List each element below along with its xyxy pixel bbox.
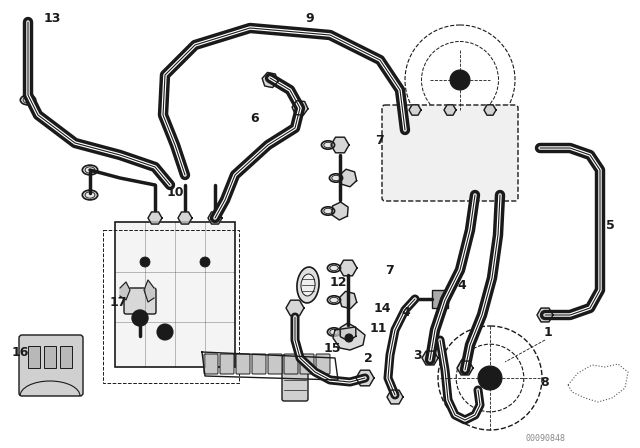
Circle shape <box>450 70 470 90</box>
Ellipse shape <box>330 297 338 303</box>
FancyBboxPatch shape <box>282 355 308 401</box>
FancyBboxPatch shape <box>19 335 83 396</box>
Polygon shape <box>340 323 356 341</box>
Ellipse shape <box>321 207 335 215</box>
Ellipse shape <box>328 328 340 336</box>
Polygon shape <box>387 390 403 404</box>
Ellipse shape <box>324 208 332 214</box>
FancyBboxPatch shape <box>236 354 250 374</box>
Polygon shape <box>484 105 496 115</box>
Ellipse shape <box>332 175 340 181</box>
Text: 8: 8 <box>541 375 549 388</box>
Bar <box>432 290 448 308</box>
Ellipse shape <box>330 329 338 335</box>
Polygon shape <box>339 169 356 187</box>
Polygon shape <box>148 212 162 224</box>
Text: 6: 6 <box>251 112 259 125</box>
Polygon shape <box>457 361 473 375</box>
Bar <box>115 222 235 367</box>
Ellipse shape <box>301 274 315 296</box>
Polygon shape <box>409 105 421 115</box>
Ellipse shape <box>85 167 95 173</box>
Ellipse shape <box>330 265 338 271</box>
FancyBboxPatch shape <box>382 105 518 201</box>
Circle shape <box>157 324 173 340</box>
Text: 7: 7 <box>376 134 385 146</box>
FancyBboxPatch shape <box>300 354 314 374</box>
FancyBboxPatch shape <box>220 354 234 374</box>
Polygon shape <box>444 105 456 115</box>
Ellipse shape <box>83 190 98 200</box>
Text: 12: 12 <box>329 276 347 289</box>
Polygon shape <box>286 300 304 316</box>
Circle shape <box>140 257 150 267</box>
Polygon shape <box>262 73 278 88</box>
FancyBboxPatch shape <box>316 354 330 374</box>
Polygon shape <box>333 327 365 350</box>
Polygon shape <box>120 282 130 300</box>
Bar <box>44 346 56 368</box>
FancyBboxPatch shape <box>124 288 156 314</box>
Text: 15: 15 <box>323 341 340 354</box>
Polygon shape <box>178 212 192 224</box>
FancyBboxPatch shape <box>284 354 298 374</box>
Text: 2: 2 <box>364 352 372 365</box>
Polygon shape <box>422 351 438 365</box>
Text: 14: 14 <box>373 302 391 314</box>
Circle shape <box>345 334 353 342</box>
Text: 13: 13 <box>44 12 61 25</box>
Ellipse shape <box>23 97 33 103</box>
Ellipse shape <box>85 192 95 198</box>
Ellipse shape <box>321 141 335 149</box>
Ellipse shape <box>20 95 36 105</box>
Polygon shape <box>339 260 357 276</box>
Polygon shape <box>537 308 553 322</box>
Polygon shape <box>339 291 356 309</box>
Text: 11: 11 <box>369 322 387 335</box>
Polygon shape <box>331 137 349 153</box>
Bar <box>103 230 239 383</box>
Polygon shape <box>292 101 308 115</box>
FancyBboxPatch shape <box>268 354 282 374</box>
Text: 7: 7 <box>386 263 394 276</box>
Circle shape <box>200 257 210 267</box>
FancyBboxPatch shape <box>204 354 218 374</box>
Ellipse shape <box>328 296 340 304</box>
Ellipse shape <box>297 267 319 303</box>
Ellipse shape <box>324 142 332 148</box>
Text: 3: 3 <box>413 349 422 362</box>
Text: 4: 4 <box>402 306 410 319</box>
Polygon shape <box>332 202 348 220</box>
Text: 17: 17 <box>109 296 127 309</box>
Text: 5: 5 <box>605 219 614 232</box>
Circle shape <box>132 310 148 326</box>
Polygon shape <box>356 370 374 386</box>
Bar <box>60 346 72 368</box>
Text: 9: 9 <box>306 12 314 25</box>
Ellipse shape <box>330 174 342 182</box>
Polygon shape <box>144 280 154 302</box>
Text: 1: 1 <box>543 326 552 339</box>
FancyBboxPatch shape <box>252 354 266 374</box>
Bar <box>28 346 40 368</box>
Text: 10: 10 <box>166 185 184 198</box>
Text: 16: 16 <box>12 345 29 358</box>
Polygon shape <box>208 212 222 224</box>
Ellipse shape <box>328 264 340 272</box>
Text: 00090848: 00090848 <box>525 434 565 443</box>
Circle shape <box>478 366 502 390</box>
Ellipse shape <box>83 165 98 175</box>
Text: 4: 4 <box>458 279 467 292</box>
